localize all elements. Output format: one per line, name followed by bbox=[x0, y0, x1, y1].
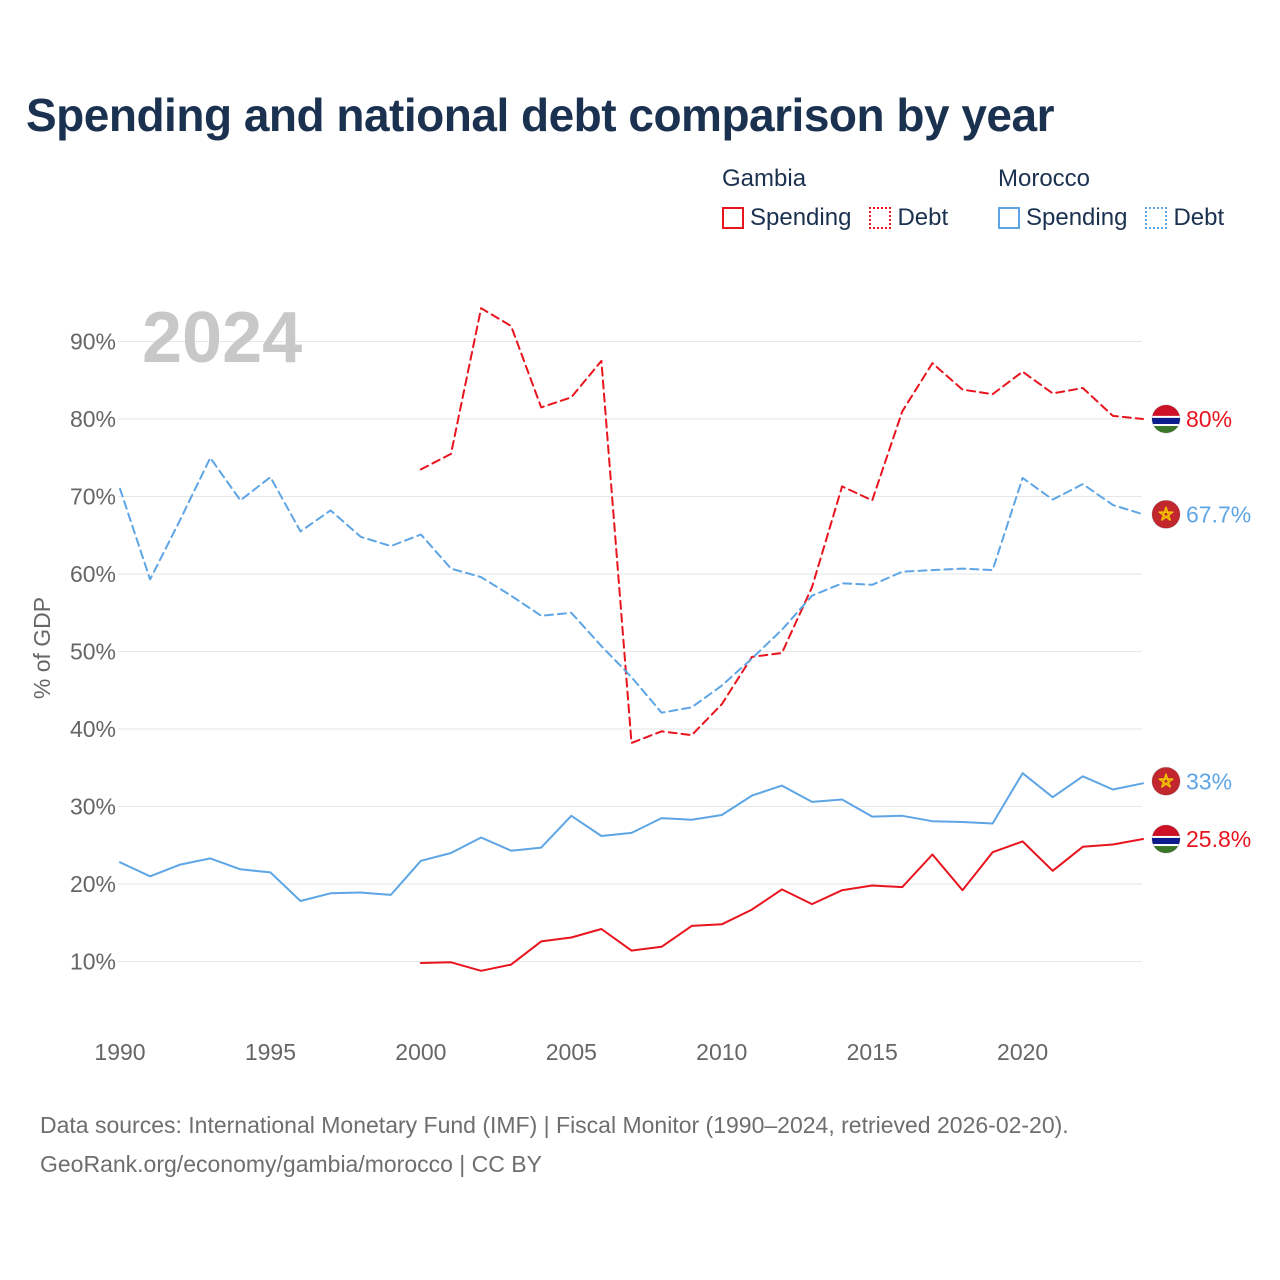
legend-swatch-morocco-debt bbox=[1145, 207, 1168, 229]
x-axis-ticks: 1990 1995 2000 2005 2010 2015 2020 bbox=[94, 1039, 1048, 1065]
legend-gambia-debt-label: Debt bbox=[897, 204, 949, 231]
gridlines bbox=[118, 341, 1142, 962]
legend-morocco-spending[interactable]: Spending bbox=[998, 204, 1127, 232]
x-tick-label: 2005 bbox=[546, 1039, 597, 1065]
y-axis-ticks: 10% 20% 30% 40% 50% 60% 70% 80% 90% bbox=[70, 329, 116, 975]
series-end-markers: 80% 67.7% 33% 25.8% bbox=[1151, 404, 1251, 854]
morocco-debt-end-label: 67.7% bbox=[1186, 501, 1251, 527]
year-watermark: 2024 bbox=[142, 298, 302, 378]
x-tick-label: 2020 bbox=[997, 1039, 1048, 1065]
source-line-2: GeoRank.org/economy/gambia/morocco | CC … bbox=[40, 1151, 542, 1177]
source-line-1: Data sources: International Monetary Fun… bbox=[40, 1112, 1069, 1138]
gambia-debt-line bbox=[419, 307, 1144, 744]
x-tick-label: 1995 bbox=[245, 1039, 296, 1065]
source-note: Data sources: International Monetary Fun… bbox=[40, 1106, 1069, 1184]
gambia-flag-icon bbox=[1151, 404, 1181, 434]
morocco-flag-icon bbox=[1151, 766, 1181, 796]
legend-morocco: Morocco Spending Debt bbox=[998, 162, 1224, 232]
y-tick-label: 10% bbox=[70, 949, 116, 975]
morocco-flag-icon bbox=[1151, 499, 1181, 529]
legend-swatch-morocco-spending bbox=[998, 207, 1020, 229]
y-tick-label: 80% bbox=[70, 406, 116, 432]
chart-title: Spending and national debt comparison by… bbox=[26, 89, 1055, 141]
x-tick-label: 2000 bbox=[395, 1039, 446, 1065]
legend-gambia: Gambia Spending Debt bbox=[722, 162, 948, 232]
x-tick-label: 2010 bbox=[696, 1039, 747, 1065]
morocco-spending-line bbox=[119, 772, 1144, 902]
y-tick-label: 60% bbox=[70, 561, 116, 587]
y-tick-label: 20% bbox=[70, 871, 116, 897]
legend-gambia-debt[interactable]: Debt bbox=[869, 204, 948, 232]
legend-swatch-gambia-debt bbox=[869, 207, 892, 229]
gambia-flag-icon bbox=[1151, 824, 1181, 854]
legend-gambia-spending-label: Spending bbox=[750, 204, 852, 231]
gambia-spending-end-label: 25.8% bbox=[1186, 826, 1251, 852]
y-tick-label: 30% bbox=[70, 794, 116, 820]
gambia-debt-end-label: 80% bbox=[1186, 406, 1232, 432]
legend-gambia-name: Gambia bbox=[722, 165, 807, 192]
x-tick-label: 1990 bbox=[94, 1039, 145, 1065]
legend-morocco-name: Morocco bbox=[998, 165, 1091, 192]
legend-morocco-debt-label: Debt bbox=[1173, 204, 1225, 231]
legend-morocco-debt[interactable]: Debt bbox=[1145, 204, 1224, 232]
y-tick-label: 70% bbox=[70, 484, 116, 510]
gambia-spending-line bbox=[419, 838, 1144, 972]
series-lines bbox=[119, 307, 1144, 972]
morocco-debt-line bbox=[119, 456, 1144, 714]
y-tick-label: 40% bbox=[70, 716, 116, 742]
legend-morocco-spending-label: Spending bbox=[1026, 204, 1128, 231]
y-axis-label: % of GDP bbox=[29, 597, 55, 699]
x-tick-label: 2015 bbox=[847, 1039, 898, 1065]
legend-swatch-gambia-spending bbox=[722, 207, 744, 229]
y-tick-label: 90% bbox=[70, 329, 116, 355]
morocco-spending-end-label: 33% bbox=[1186, 768, 1232, 794]
y-tick-label: 50% bbox=[70, 639, 116, 665]
legend-gambia-spending[interactable]: Spending bbox=[722, 204, 851, 232]
